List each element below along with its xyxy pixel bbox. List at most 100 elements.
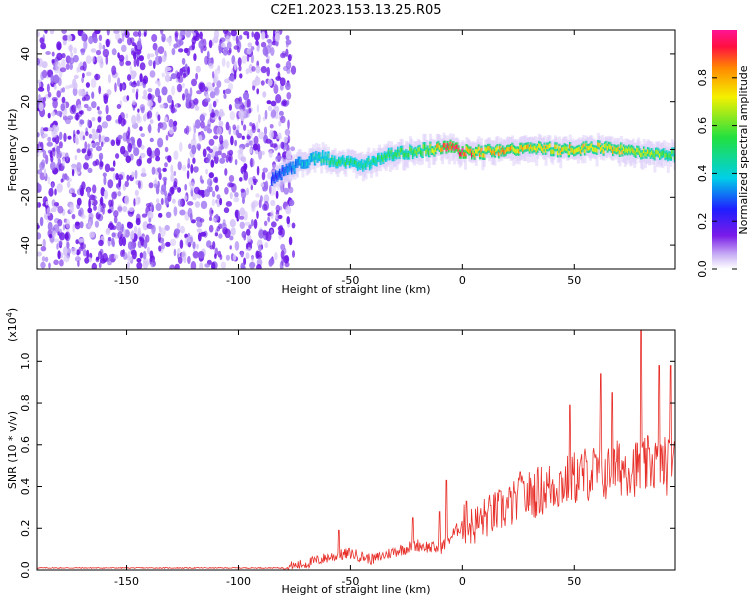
noise-dot: [229, 219, 236, 228]
noise-dot: [37, 132, 40, 138]
noise-dot: [119, 59, 125, 67]
noise-dot: [46, 207, 51, 217]
ridge-core: [382, 157, 385, 162]
noise-dot: [56, 243, 59, 250]
noise-dot: [82, 135, 86, 141]
ridge-core: [644, 151, 647, 157]
noise-dot: [155, 80, 160, 85]
ridge-core: [590, 143, 593, 148]
ridge-core: [434, 147, 438, 152]
noise-dot: [92, 36, 98, 44]
ridge-core: [515, 149, 518, 154]
noise-dot: [161, 86, 168, 96]
noise-dot: [202, 148, 207, 158]
ridge-core: [385, 155, 388, 160]
noise-dot: [188, 99, 196, 110]
noise-dot: [187, 241, 192, 248]
noise-dot: [262, 184, 268, 192]
noise-dot: [113, 210, 119, 218]
spectrogram-x-ticks: -150 -100 -50 0 50: [114, 30, 581, 287]
noise-dot: [232, 124, 237, 131]
noise-dot: [182, 165, 187, 172]
colorbar-tick-label: 0.8: [696, 69, 709, 87]
noise-dot: [37, 232, 42, 240]
noise-dot: [249, 122, 253, 127]
noise-dot: [204, 55, 209, 65]
noise-dot: [80, 48, 85, 56]
noise-dot: [88, 35, 94, 45]
ridge-core: [405, 151, 408, 156]
noise-dot: [46, 141, 53, 147]
noise-dot: [122, 119, 127, 125]
noise-dot: [88, 133, 93, 139]
noise-dot: [278, 214, 283, 220]
noise-dot: [147, 124, 152, 132]
ridge-core: [566, 146, 569, 152]
ridge-core: [487, 146, 490, 151]
noise-dot: [250, 157, 253, 168]
noise-dot: [256, 143, 261, 152]
noise-dot: [198, 82, 203, 91]
noise-dot: [229, 73, 235, 82]
ridge-core: [348, 161, 352, 166]
x-tick-label: -100: [226, 575, 251, 588]
noise-dot: [48, 262, 51, 269]
ridge-core: [624, 148, 627, 154]
noise-dot: [263, 194, 270, 204]
ridge-core: [441, 147, 444, 152]
noise-dot: [256, 165, 260, 176]
ridge-core: [565, 146, 568, 151]
noise-dot: [190, 138, 197, 148]
spectrogram-x-label: Height of straight line (km): [281, 283, 430, 296]
noise-dot: [37, 183, 42, 193]
noise-dot: [125, 113, 129, 119]
noise-dot: [135, 91, 139, 100]
noise-dot: [286, 92, 292, 100]
ridge-core: [397, 149, 400, 154]
noise-dot: [75, 221, 80, 226]
noise-dot: [195, 166, 199, 172]
ridge-core: [321, 152, 325, 157]
ridge-core: [618, 150, 622, 155]
noise-dot: [37, 31, 40, 37]
noise-dot: [157, 125, 161, 134]
ridge-core: [602, 149, 605, 154]
noise-dot: [246, 47, 252, 55]
ridge-core: [496, 146, 499, 151]
noise-dot: [139, 152, 146, 158]
ridge-core: [501, 147, 505, 153]
ridge-core: [386, 153, 389, 159]
noise-dot: [256, 46, 260, 52]
noise-dot: [113, 30, 120, 34]
noise-dot: [80, 187, 84, 197]
noise-dot: [98, 34, 103, 41]
noise-dot: [192, 193, 197, 201]
noise-dot: [70, 52, 73, 57]
noise-dot: [280, 250, 285, 260]
noise-dot: [91, 91, 95, 99]
ridge-core: [598, 142, 601, 148]
noise-dot: [138, 37, 142, 45]
noise-dot: [190, 164, 194, 174]
noise-dot: [79, 243, 86, 250]
noise-dot: [246, 135, 251, 140]
noise-dot: [78, 209, 82, 217]
ridge-core: [512, 147, 515, 152]
noise-dot: [261, 31, 266, 40]
ridge-core: [331, 157, 334, 162]
snr-panel: -150 -100 -50 0 50 0.0 0.2 0.4 0.6 0.8 1.0 Height…: [5, 308, 676, 596]
noise-dot: [87, 207, 93, 214]
ridge-core: [436, 144, 439, 149]
noise-dot: [79, 65, 85, 71]
noise-dot: [147, 88, 153, 93]
noise-dot: [184, 183, 188, 191]
ridge-core: [625, 147, 628, 153]
noise-dot: [173, 177, 178, 187]
ridge-core: [614, 147, 618, 152]
noise-dot: [256, 210, 259, 219]
snr-scale-exponent: 4: [5, 312, 14, 317]
ridge-core: [429, 143, 432, 149]
ridge-core: [387, 150, 391, 155]
noise-dot: [95, 49, 102, 56]
noise-dot: [66, 181, 71, 189]
